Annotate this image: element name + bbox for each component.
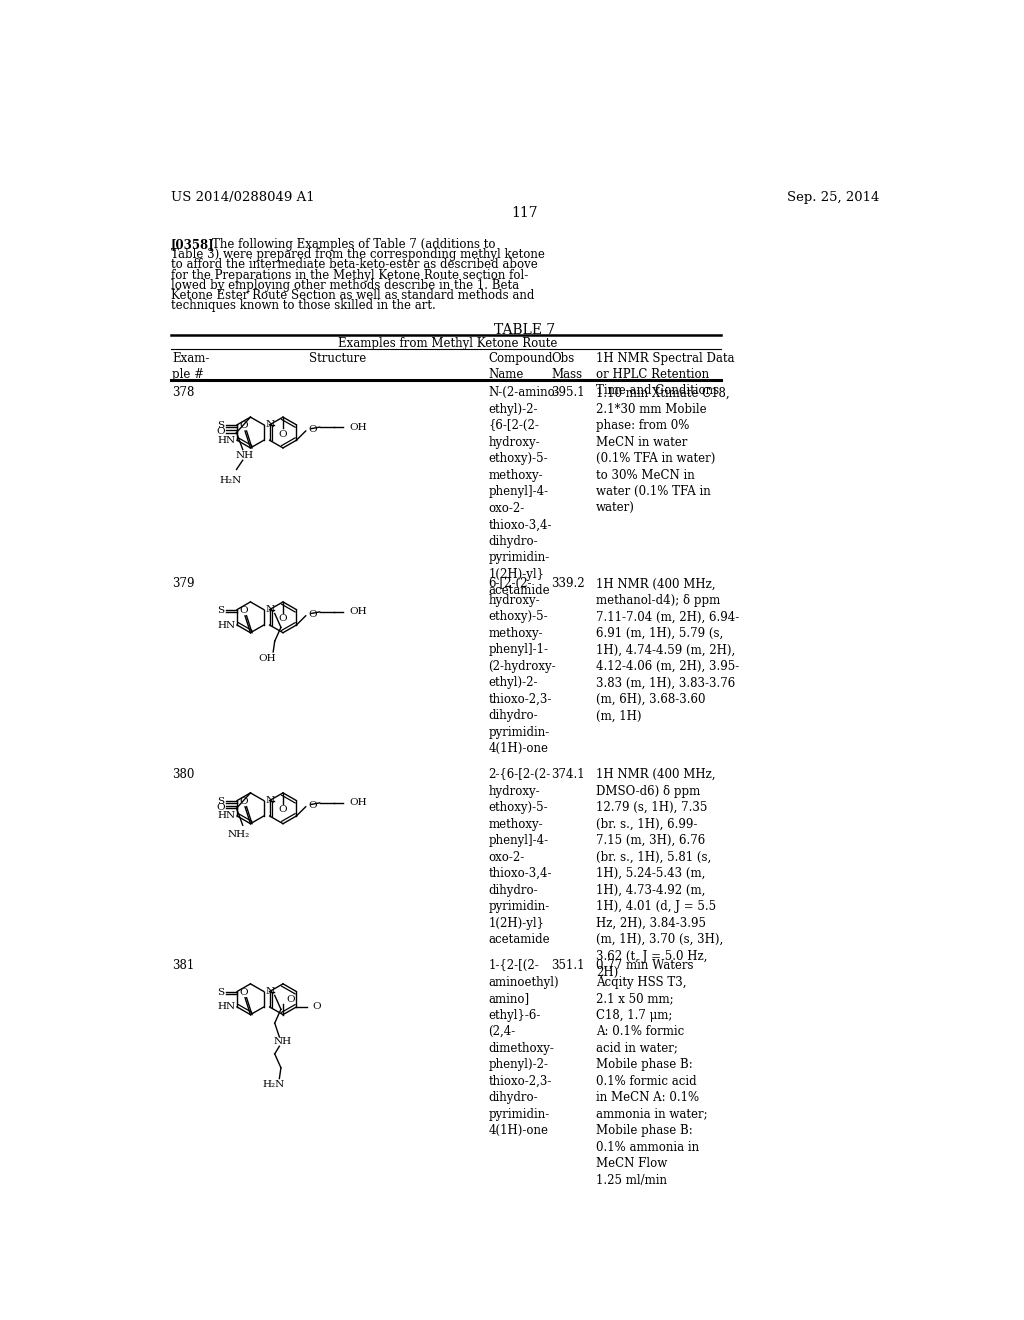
Text: H₂N: H₂N bbox=[219, 475, 242, 484]
Text: 378: 378 bbox=[172, 387, 195, 400]
Text: NH: NH bbox=[273, 1038, 292, 1045]
Text: Structure: Structure bbox=[308, 351, 366, 364]
Text: 381: 381 bbox=[172, 960, 195, 973]
Text: S: S bbox=[217, 797, 224, 805]
Text: H₂N: H₂N bbox=[262, 1080, 285, 1089]
Text: S: S bbox=[217, 987, 224, 997]
Text: HN: HN bbox=[218, 436, 236, 445]
Text: 0.77 min Waters
Acqity HSS T3,
2.1 x 50 mm;
C18, 1.7 μm;
A: 0.1% formic
acid in : 0.77 min Waters Acqity HSS T3, 2.1 x 50 … bbox=[596, 960, 708, 1187]
Text: O: O bbox=[309, 610, 317, 619]
Text: 2-{6-[2-(2-
hydroxy-
ethoxy)-5-
methoxy-
phenyl]-4-
oxo-2-
thioxo-3,4-
dihydro-
: 2-{6-[2-(2- hydroxy- ethoxy)-5- methoxy-… bbox=[488, 768, 552, 946]
Text: O: O bbox=[240, 606, 248, 615]
Text: 6-[2-(2-
hydroxy-
ethoxy)-5-
methoxy-
phenyl]-1-
(2-hydroxy-
ethyl)-2-
thioxo-2,: 6-[2-(2- hydroxy- ethoxy)-5- methoxy- ph… bbox=[488, 577, 556, 755]
Text: 1H NMR (400 MHz,
methanol-d4); δ ppm
7.11-7.04 (m, 2H), 6.94-
6.91 (m, 1H), 5.79: 1H NMR (400 MHz, methanol-d4); δ ppm 7.1… bbox=[596, 577, 739, 722]
Text: OH: OH bbox=[258, 653, 275, 663]
Text: O: O bbox=[240, 421, 248, 430]
Text: OH: OH bbox=[349, 422, 367, 432]
Text: N: N bbox=[265, 605, 274, 614]
Text: 339.2: 339.2 bbox=[551, 577, 585, 590]
Text: HN: HN bbox=[218, 1002, 236, 1011]
Text: O: O bbox=[309, 425, 317, 434]
Text: S: S bbox=[217, 421, 224, 430]
Text: O: O bbox=[279, 805, 288, 814]
Text: Examples from Methyl Ketone Route: Examples from Methyl Ketone Route bbox=[338, 337, 557, 350]
Text: Compound
Name: Compound Name bbox=[488, 351, 553, 380]
Text: O: O bbox=[279, 429, 288, 438]
Text: 379: 379 bbox=[172, 577, 195, 590]
Text: US 2014/0288049 A1: US 2014/0288049 A1 bbox=[171, 190, 314, 203]
Text: N: N bbox=[265, 420, 274, 429]
Text: 380: 380 bbox=[172, 768, 195, 781]
Text: N: N bbox=[265, 796, 274, 805]
Text: NH: NH bbox=[236, 451, 253, 461]
Text: [0358]: [0358] bbox=[171, 239, 214, 252]
Text: Exam-
ple #: Exam- ple # bbox=[172, 351, 210, 380]
Text: to afford the intermediate beta-keto-ester as described above: to afford the intermediate beta-keto-est… bbox=[171, 259, 538, 272]
Text: 374.1: 374.1 bbox=[551, 768, 585, 781]
Text: Ketone Ester Route Section as well as standard methods and: Ketone Ester Route Section as well as st… bbox=[171, 289, 534, 301]
Text: Table 3) were prepared from the corresponding methyl ketone: Table 3) were prepared from the correspo… bbox=[171, 248, 545, 261]
Text: lowed by employing other methods describe in the 1. Beta: lowed by employing other methods describ… bbox=[171, 279, 519, 292]
Text: techniques known to those skilled in the art.: techniques known to those skilled in the… bbox=[171, 298, 435, 312]
Text: O: O bbox=[217, 428, 225, 436]
Text: 1H NMR (400 MHz,
DMSO-d6) δ ppm
12.79 (s, 1H), 7.35
(br. s., 1H), 6.99-
7.15 (m,: 1H NMR (400 MHz, DMSO-d6) δ ppm 12.79 (s… bbox=[596, 768, 723, 979]
Text: O: O bbox=[217, 803, 225, 812]
Text: N-(2-amino-
ethyl)-2-
{6-[2-(2-
hydroxy-
ethoxy)-5-
methoxy-
phenyl]-4-
oxo-2-
t: N-(2-amino- ethyl)-2- {6-[2-(2- hydroxy-… bbox=[488, 387, 559, 598]
Text: 1.10 min Xtimate C18,
2.1*30 mm Mobile
phase: from 0%
MeCN in water
(0.1% TFA in: 1.10 min Xtimate C18, 2.1*30 mm Mobile p… bbox=[596, 387, 730, 515]
Text: O: O bbox=[240, 987, 248, 997]
Text: HN: HN bbox=[218, 812, 236, 821]
Text: 117: 117 bbox=[511, 206, 539, 220]
Text: 351.1: 351.1 bbox=[551, 960, 585, 973]
Text: O: O bbox=[240, 797, 248, 805]
Text: Obs
Mass: Obs Mass bbox=[551, 351, 583, 380]
Text: OH: OH bbox=[349, 607, 367, 616]
Text: N: N bbox=[265, 987, 274, 997]
Text: O: O bbox=[279, 614, 288, 623]
Text: 1-{2-[(2-
aminoethyl)
amino]
ethyl}-6-
(2,4-
dimethoxy-
phenyl)-2-
thioxo-2,3-
d: 1-{2-[(2- aminoethyl) amino] ethyl}-6- (… bbox=[488, 960, 559, 1138]
Text: 1H NMR Spectral Data
or HPLC Retention
Time and Conditions: 1H NMR Spectral Data or HPLC Retention T… bbox=[596, 351, 734, 397]
Text: S: S bbox=[217, 606, 224, 615]
Text: for the Preparations in the Methyl Ketone Route section fol-: for the Preparations in the Methyl Keton… bbox=[171, 268, 528, 281]
Text: Sep. 25, 2014: Sep. 25, 2014 bbox=[787, 190, 880, 203]
Text: O: O bbox=[286, 995, 295, 1003]
Text: OH: OH bbox=[349, 799, 367, 808]
Text: 395.1: 395.1 bbox=[551, 387, 585, 400]
Text: O: O bbox=[309, 801, 317, 809]
Text: O: O bbox=[312, 1002, 321, 1011]
Text: HN: HN bbox=[218, 620, 236, 630]
Text: NH₂: NH₂ bbox=[227, 830, 250, 840]
Text: The following Examples of Table 7 (additions to: The following Examples of Table 7 (addit… bbox=[212, 239, 496, 252]
Text: TABLE 7: TABLE 7 bbox=[495, 323, 555, 337]
